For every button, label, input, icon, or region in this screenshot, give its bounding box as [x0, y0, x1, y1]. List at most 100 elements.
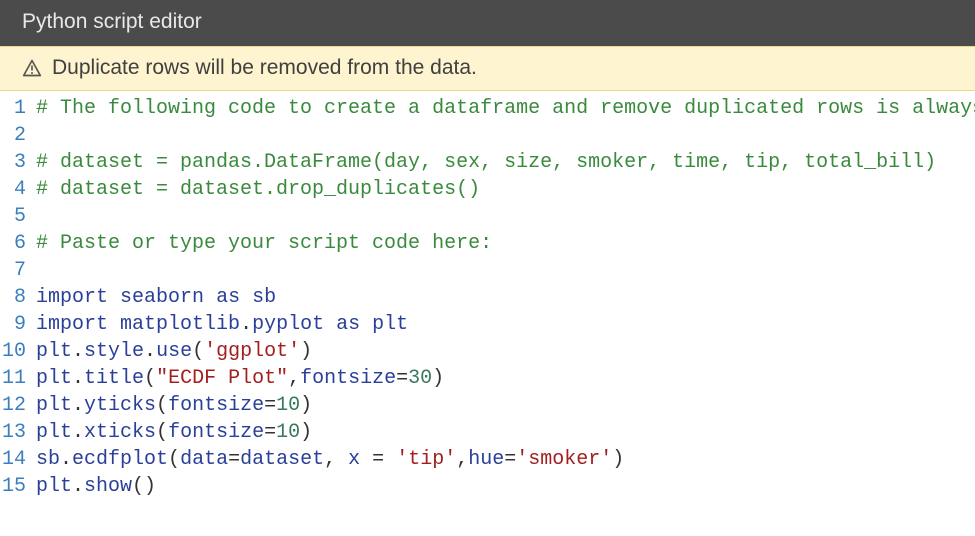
code-token: plt	[36, 340, 72, 363]
code-line[interactable]: 13plt.xticks(fontsize=10)	[0, 419, 975, 446]
line-content[interactable]: plt.style.use('ggplot')	[36, 338, 975, 365]
code-token: show	[84, 475, 132, 498]
line-content[interactable]: plt.show()	[36, 473, 975, 500]
code-token: ,	[288, 367, 300, 390]
warning-icon	[22, 58, 42, 78]
line-content[interactable]: plt.xticks(fontsize=10)	[36, 419, 975, 446]
line-number: 9	[0, 311, 36, 338]
line-content[interactable]	[36, 257, 975, 284]
code-token: .	[72, 367, 84, 390]
code-token: =	[372, 448, 384, 471]
code-token: sb	[252, 286, 276, 309]
line-number: 1	[0, 95, 36, 122]
line-number: 8	[0, 284, 36, 311]
line-number: 12	[0, 392, 36, 419]
code-token: fontsize	[300, 367, 396, 390]
code-token: dataset	[240, 448, 324, 471]
line-content[interactable]: plt.yticks(fontsize=10)	[36, 392, 975, 419]
code-token: 30	[408, 367, 432, 390]
code-token: ()	[132, 475, 156, 498]
code-token: .	[72, 394, 84, 417]
code-token: =	[264, 394, 276, 417]
line-content[interactable]: import seaborn as sb	[36, 284, 975, 311]
code-line[interactable]: 2	[0, 122, 975, 149]
code-line[interactable]: 4# dataset = dataset.drop_duplicates()	[0, 176, 975, 203]
code-token: )	[612, 448, 624, 471]
code-token: ecdfplot	[72, 448, 168, 471]
code-token: =	[396, 367, 408, 390]
code-token: 'smoker'	[516, 448, 612, 471]
code-line[interactable]: 8import seaborn as sb	[0, 284, 975, 311]
code-token: matplotlib	[120, 313, 240, 336]
code-token: # dataset = pandas.DataFrame(day, sex, s…	[36, 151, 936, 174]
code-token: fontsize	[168, 394, 264, 417]
line-number: 2	[0, 122, 36, 149]
code-token: hue	[468, 448, 504, 471]
code-token: =	[504, 448, 516, 471]
line-number: 11	[0, 365, 36, 392]
line-number: 4	[0, 176, 36, 203]
warning-bar: Duplicate rows will be removed from the …	[0, 46, 975, 91]
line-content[interactable]: import matplotlib.pyplot as plt	[36, 311, 975, 338]
title-bar: Python script editor	[0, 0, 975, 46]
code-token: data	[180, 448, 228, 471]
code-token: as	[336, 313, 360, 336]
code-token	[240, 286, 252, 309]
code-token: yticks	[84, 394, 156, 417]
code-token: )	[300, 421, 312, 444]
code-line[interactable]: 7	[0, 257, 975, 284]
code-token: seaborn	[120, 286, 204, 309]
code-token: # Paste or type your script code here:	[36, 232, 492, 255]
code-token: plt	[372, 313, 408, 336]
code-token: plt	[36, 421, 72, 444]
code-token	[204, 286, 216, 309]
code-token: =	[228, 448, 240, 471]
code-line[interactable]: 3# dataset = pandas.DataFrame(day, sex, …	[0, 149, 975, 176]
code-token: )	[300, 394, 312, 417]
code-line[interactable]: 6# Paste or type your script code here:	[0, 230, 975, 257]
code-token: 10	[276, 394, 300, 417]
code-token: (	[192, 340, 204, 363]
code-token: import	[36, 286, 108, 309]
code-line[interactable]: 9import matplotlib.pyplot as plt	[0, 311, 975, 338]
code-token: style	[84, 340, 144, 363]
code-token: title	[84, 367, 144, 390]
line-content[interactable]: # dataset = dataset.drop_duplicates()	[36, 176, 975, 203]
code-line[interactable]: 14sb.ecdfplot(data=dataset, x = 'tip',hu…	[0, 446, 975, 473]
line-content[interactable]: # The following code to create a datafra…	[36, 95, 975, 122]
code-line[interactable]: 11plt.title("ECDF Plot",fontsize=30)	[0, 365, 975, 392]
code-line[interactable]: 15plt.show()	[0, 473, 975, 500]
code-token: as	[216, 286, 240, 309]
code-token: pyplot	[252, 313, 324, 336]
line-content[interactable]	[36, 203, 975, 230]
code-token: 10	[276, 421, 300, 444]
line-content[interactable]: # dataset = pandas.DataFrame(day, sex, s…	[36, 149, 975, 176]
line-content[interactable]: plt.title("ECDF Plot",fontsize=30)	[36, 365, 975, 392]
line-content[interactable]: sb.ecdfplot(data=dataset, x = 'tip',hue=…	[36, 446, 975, 473]
code-token	[324, 313, 336, 336]
code-token: plt	[36, 394, 72, 417]
code-token: use	[156, 340, 192, 363]
code-token: )	[300, 340, 312, 363]
line-content[interactable]: # Paste or type your script code here:	[36, 230, 975, 257]
line-content[interactable]	[36, 122, 975, 149]
code-editor[interactable]: 1# The following code to create a datafr…	[0, 91, 975, 500]
code-token: ,	[324, 448, 348, 471]
code-token: (	[156, 394, 168, 417]
code-line[interactable]: 1# The following code to create a datafr…	[0, 95, 975, 122]
code-token: import	[36, 313, 108, 336]
code-token: # The following code to create a datafra…	[36, 97, 975, 120]
code-token	[108, 313, 120, 336]
code-token	[360, 448, 372, 471]
code-token: fontsize	[168, 421, 264, 444]
code-token	[360, 313, 372, 336]
code-token: (	[144, 367, 156, 390]
code-line[interactable]: 5	[0, 203, 975, 230]
code-token: x	[348, 448, 360, 471]
line-number: 13	[0, 419, 36, 446]
code-line[interactable]: 10plt.style.use('ggplot')	[0, 338, 975, 365]
line-number: 7	[0, 257, 36, 284]
code-token: plt	[36, 475, 72, 498]
code-line[interactable]: 12plt.yticks(fontsize=10)	[0, 392, 975, 419]
code-token: xticks	[84, 421, 156, 444]
